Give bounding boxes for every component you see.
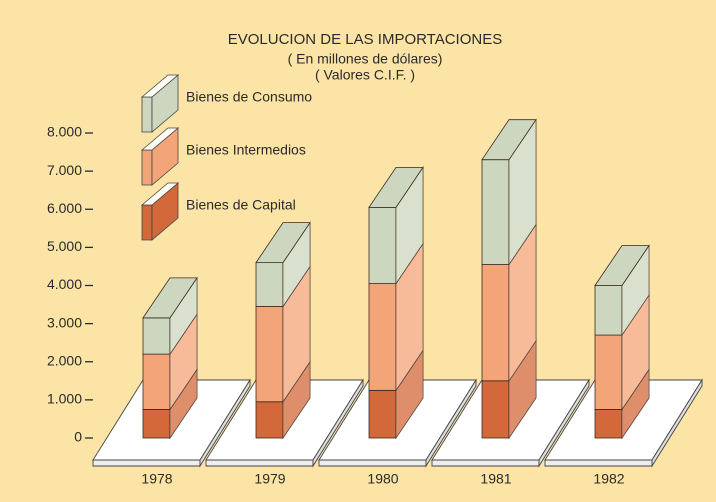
platform-edge bbox=[205, 459, 314, 467]
legend-swatch bbox=[140, 127, 180, 151]
bar-side-shade bbox=[622, 245, 649, 336]
bar-front bbox=[481, 264, 510, 382]
bar-segment bbox=[594, 244, 650, 337]
bar-side-shade bbox=[396, 167, 423, 284]
y-tick-label: 2.000 bbox=[47, 352, 82, 368]
bar-segment bbox=[481, 339, 537, 440]
y-tick-label: 8.000 bbox=[47, 124, 82, 140]
bar-side-shade bbox=[283, 266, 310, 402]
bar-side-shade bbox=[283, 361, 310, 438]
platform-edge bbox=[425, 378, 477, 468]
bar-top bbox=[481, 119, 537, 161]
bar-side-shade bbox=[170, 277, 197, 355]
legend-item: Bienes de Consumo bbox=[140, 74, 312, 133]
legend-item: Bienes de Capital bbox=[140, 182, 296, 241]
y-tick-label: 6.000 bbox=[47, 200, 82, 216]
bar-front bbox=[368, 283, 397, 391]
legend-label: Bienes de Capital bbox=[186, 197, 296, 213]
bar-front bbox=[594, 409, 623, 439]
bar-segment bbox=[594, 368, 650, 440]
chart-title: EVOLUCION DE LAS IMPORTACIONES bbox=[228, 31, 503, 48]
platform-edge bbox=[199, 378, 251, 468]
legend-label: Bienes Intermedios bbox=[186, 142, 306, 158]
legend-label: Bienes de Consumo bbox=[186, 89, 312, 105]
bar-front bbox=[142, 409, 171, 439]
bar-segment bbox=[142, 368, 198, 440]
legend-item: Bienes Intermedios bbox=[140, 127, 306, 186]
platform-edge bbox=[538, 378, 590, 468]
y-tick-label: 0 bbox=[74, 429, 82, 445]
bar-front bbox=[142, 317, 171, 355]
bar-side-shade bbox=[509, 340, 536, 438]
bar-front bbox=[255, 306, 284, 403]
bar-segment bbox=[368, 166, 424, 285]
bar-side-shade bbox=[170, 314, 197, 410]
bar-front bbox=[594, 334, 623, 410]
bar-segment bbox=[368, 349, 424, 440]
y-tick-label: 4.000 bbox=[47, 276, 82, 292]
platform-edge bbox=[92, 459, 201, 467]
bar-segment bbox=[142, 276, 198, 356]
y-tick-label: 5.000 bbox=[47, 238, 82, 254]
bar-side-shade bbox=[509, 224, 536, 381]
bar-front bbox=[481, 380, 510, 439]
bar-side-shade bbox=[622, 295, 649, 410]
x-tick-label: 1980 bbox=[367, 471, 398, 487]
bar-front bbox=[368, 206, 397, 284]
bar-front bbox=[481, 159, 510, 265]
platform-edge bbox=[651, 378, 703, 468]
bar-side-shade bbox=[396, 350, 423, 438]
x-tick-label: 1981 bbox=[480, 471, 511, 487]
bar-side-shade bbox=[283, 222, 310, 307]
platform-edge bbox=[312, 378, 364, 468]
bar-top bbox=[368, 166, 424, 208]
bar-segment bbox=[255, 221, 311, 308]
bar-top bbox=[142, 277, 198, 319]
legend-swatch bbox=[141, 204, 153, 241]
bar-side-shade bbox=[622, 369, 649, 438]
legend-swatch bbox=[141, 96, 153, 133]
y-tick-label: 1.000 bbox=[47, 391, 82, 407]
bar-front bbox=[368, 389, 397, 439]
platform-edge bbox=[431, 459, 540, 467]
bar-segment bbox=[594, 293, 650, 411]
platform-edge bbox=[318, 459, 427, 467]
x-tick-label: 1982 bbox=[593, 471, 624, 487]
legend-swatch bbox=[140, 74, 180, 98]
x-tick-label: 1979 bbox=[254, 471, 285, 487]
bar-segment bbox=[368, 242, 424, 392]
bar-segment bbox=[481, 223, 537, 383]
bar-front bbox=[255, 262, 284, 307]
bar-front bbox=[594, 285, 623, 336]
bar-segment bbox=[481, 118, 537, 266]
bar-segment bbox=[255, 265, 311, 404]
chart-subtitle: ( En millones de dólares) bbox=[288, 51, 443, 67]
bar-top bbox=[255, 222, 311, 264]
bar-side-shade bbox=[170, 369, 197, 438]
legend-swatch bbox=[141, 149, 153, 186]
bar-front bbox=[142, 353, 171, 410]
y-tick-label: 3.000 bbox=[47, 314, 82, 330]
bar-side-shade bbox=[509, 119, 536, 265]
bar-side-shade bbox=[396, 243, 423, 391]
legend-swatch bbox=[140, 182, 180, 206]
x-tick-label: 1978 bbox=[141, 471, 172, 487]
y-tick-label: 7.000 bbox=[47, 162, 82, 178]
bar-top bbox=[594, 245, 650, 286]
chart-subtitle: ( Valores C.I.F. ) bbox=[315, 67, 415, 83]
bar-front bbox=[255, 401, 284, 439]
platform-edge bbox=[544, 459, 653, 467]
